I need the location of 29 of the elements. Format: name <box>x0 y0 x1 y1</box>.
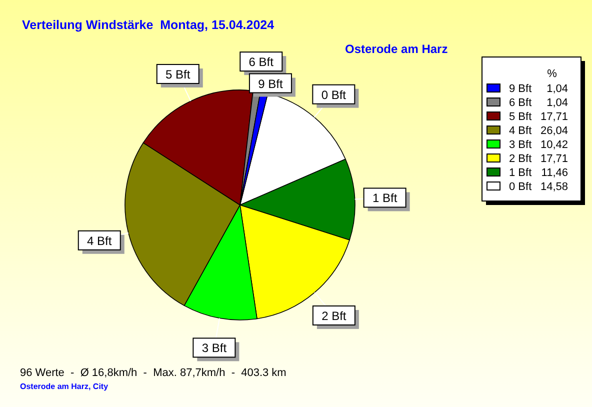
text: Osterode am Harz, City <box>20 382 109 391</box>
legend-label: 9 Bft <box>509 83 532 95</box>
legend-label: 3 Bft <box>509 139 532 151</box>
chart-subtitle: Osterode am Harz <box>345 42 448 56</box>
slice-label: 9 Bft <box>258 76 284 91</box>
legend-label: 6 Bft <box>509 97 532 109</box>
slice-label: 4 Bft <box>87 234 112 248</box>
legend-label: 4 Bft <box>509 125 532 137</box>
legend-label: 1 Bft <box>509 167 532 179</box>
legend-title: % <box>547 68 558 80</box>
slice-label: 2 Bft <box>322 308 347 323</box>
slice-label: 0 Bft <box>321 88 347 102</box>
data-label: 17,71 <box>540 153 568 165</box>
chart-title: Verteilung Windstärke Montag, 15.04.2024 <box>22 18 274 32</box>
text: 96 Werte - Ø 16,8km/h - Max. 87,7km/h - 403.3 km <box>20 367 286 379</box>
data-label: 26,04 <box>540 125 568 137</box>
legend-label: 0 Bft <box>509 181 532 193</box>
slice-label: 1 Bft <box>372 191 398 206</box>
slice-label: 6 Bft <box>248 55 274 70</box>
data-label: 1,04 <box>546 83 568 95</box>
legend-label: 2 Bft <box>509 153 532 165</box>
data-label: 1,04 <box>546 97 568 109</box>
slice-label: 3 Bft <box>202 341 228 356</box>
data-label: 17,71 <box>540 111 568 123</box>
data-label: 11,46 <box>541 167 568 179</box>
data-label: 10,42 <box>540 139 568 151</box>
data-label: 14,58 <box>540 181 568 193</box>
slice-label: 5 Bft <box>166 67 191 82</box>
legend-label: 5 Bft <box>509 111 532 123</box>
